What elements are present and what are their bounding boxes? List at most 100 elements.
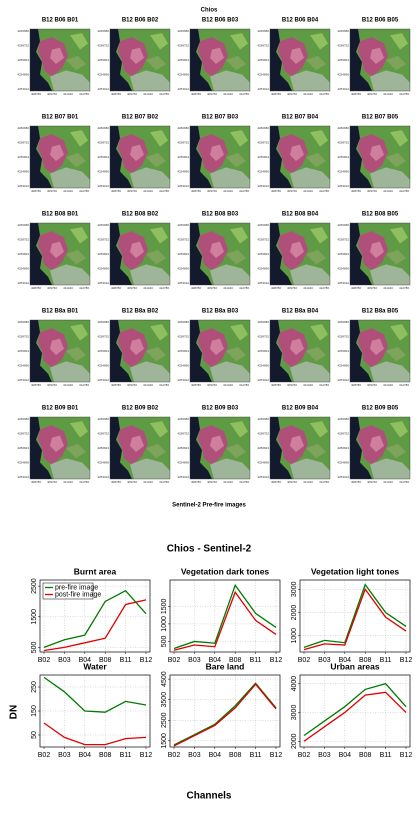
y-tick-label: 1500: [31, 609, 38, 625]
image-y-tick: 4260680: [17, 223, 29, 227]
satellite-image: [350, 320, 410, 382]
image-x-tick: 409760: [207, 189, 217, 193]
image-x-tick: 412780: [319, 92, 329, 96]
image-y-tick: 4254896: [337, 169, 349, 173]
image-frame: [269, 28, 331, 92]
image-y-tick: 4256824: [97, 58, 109, 62]
panel-title: Urban areas: [330, 661, 379, 671]
image-x-tick: 409760: [287, 189, 297, 193]
image-x-tick: 409760: [47, 286, 57, 290]
image-y-tick: 4256824: [177, 446, 189, 450]
image-y-tick: 4258752: [17, 237, 29, 241]
series-line: [303, 583, 407, 648]
image-y-tick: 4258752: [17, 140, 29, 144]
image-x-tick: 408780: [111, 189, 121, 193]
y-tick-label: 4000: [291, 676, 298, 692]
panel-title: Vegetation dark tones: [181, 566, 270, 576]
image-y-tick: 4254896: [177, 266, 189, 270]
image-y-tick: 4254896: [17, 266, 29, 270]
chart-title: Chios - Sentinel-2: [167, 544, 252, 555]
image-y-tick: 4260680: [177, 29, 189, 33]
image-y-tick: 4258752: [177, 431, 189, 435]
image-y-tick: 4254896: [177, 169, 189, 173]
image-y-tick: 4258752: [257, 140, 269, 144]
image-x-tick: 411440: [143, 92, 153, 96]
x-tick-label: B03: [318, 752, 331, 759]
image-x-tick: 408780: [111, 383, 121, 387]
image-y-tick: 4260680: [257, 320, 269, 324]
image-x-tick: 411440: [383, 480, 393, 484]
image-x-tick: 411440: [303, 189, 313, 193]
image-x-tick: 412780: [239, 189, 249, 193]
image-y-tick: 4260680: [257, 417, 269, 421]
panel-title: Water: [83, 661, 107, 671]
image-y-tick: 4258752: [97, 140, 109, 144]
satellite-image: [110, 29, 170, 91]
image-x-tick: 411440: [303, 92, 313, 96]
image-frame: [189, 222, 251, 286]
image-x-tick: 412780: [319, 286, 329, 290]
satellite-image: [30, 417, 90, 479]
image-y-tick: 4253012: [337, 184, 349, 188]
x-tick-label: B12: [140, 657, 153, 664]
image-y-tick: 4258752: [337, 140, 349, 144]
satellite-image: [110, 126, 170, 188]
image-frame: [29, 416, 91, 480]
y-tick-label: 3000: [291, 581, 298, 597]
image-y-tick: 4256824: [337, 58, 349, 62]
image-y-tick: 4260680: [257, 29, 269, 33]
image-x-tick: 412780: [239, 286, 249, 290]
x-tick-label: B08: [229, 657, 242, 664]
image-y-tick: 4256824: [97, 446, 109, 450]
image-x-tick: 408780: [271, 480, 281, 484]
image-y-tick: 4260680: [177, 417, 189, 421]
image-x-tick: 408780: [191, 189, 201, 193]
satellite-image: [270, 29, 330, 91]
image-frame: [269, 319, 331, 383]
image-x-tick: 409760: [367, 480, 377, 484]
image-y-tick: 4254896: [17, 169, 29, 173]
image-x-tick: 412780: [79, 92, 89, 96]
image-x-tick: 411440: [63, 383, 73, 387]
x-tick-label: B03: [58, 657, 71, 664]
panel-title: B12 B08 B05: [362, 212, 399, 218]
image-y-tick: 4260680: [97, 320, 109, 324]
panel-title: B12 B08 B04: [282, 212, 319, 218]
image-y-tick: 4254896: [337, 266, 349, 270]
panel-title: B12 B07 B03: [202, 115, 239, 121]
x-tick-label: B08: [229, 752, 242, 759]
image-y-tick: 4253012: [97, 87, 109, 91]
panel-title: Vegetation light tones: [311, 566, 400, 576]
image-frame: [189, 125, 251, 189]
image-y-tick: 4258752: [337, 43, 349, 47]
image-x-tick: 409760: [207, 480, 217, 484]
image-x-tick: 411440: [303, 383, 313, 387]
image-y-tick: 4260680: [97, 126, 109, 130]
image-x-tick: 408780: [111, 480, 121, 484]
image-y-tick: 4254896: [97, 460, 109, 464]
image-y-tick: 4258752: [97, 334, 109, 338]
image-x-tick: 408780: [191, 286, 201, 290]
panel-title: B12 B08 B02: [122, 212, 159, 218]
image-x-tick: 411440: [383, 189, 393, 193]
image-y-tick: 4260680: [17, 320, 29, 324]
image-y-tick: 4258752: [97, 431, 109, 435]
image-x-tick: 411440: [63, 92, 73, 96]
series-line: [173, 590, 277, 651]
x-tick-label: B11: [250, 752, 262, 759]
image-y-tick: 4254896: [337, 363, 349, 367]
image-y-tick: 4260680: [17, 417, 29, 421]
x-tick-label: B08: [99, 657, 112, 664]
image-x-tick: 412780: [159, 189, 169, 193]
image-y-tick: 4256824: [17, 446, 29, 450]
image-x-tick: 409760: [367, 383, 377, 387]
image-x-tick: 411440: [143, 383, 153, 387]
image-y-tick: 4260680: [337, 29, 349, 33]
panel-title: B12 B06 B02: [122, 18, 159, 24]
image-x-tick: 409760: [127, 383, 137, 387]
panel-title: B12 B09 B03: [202, 406, 239, 412]
y-tick-label: 500: [161, 636, 168, 648]
panel-title: B12 B8a B04: [282, 309, 319, 315]
x-tick-label: B11: [250, 657, 262, 664]
x-tick-label: B03: [58, 752, 71, 759]
